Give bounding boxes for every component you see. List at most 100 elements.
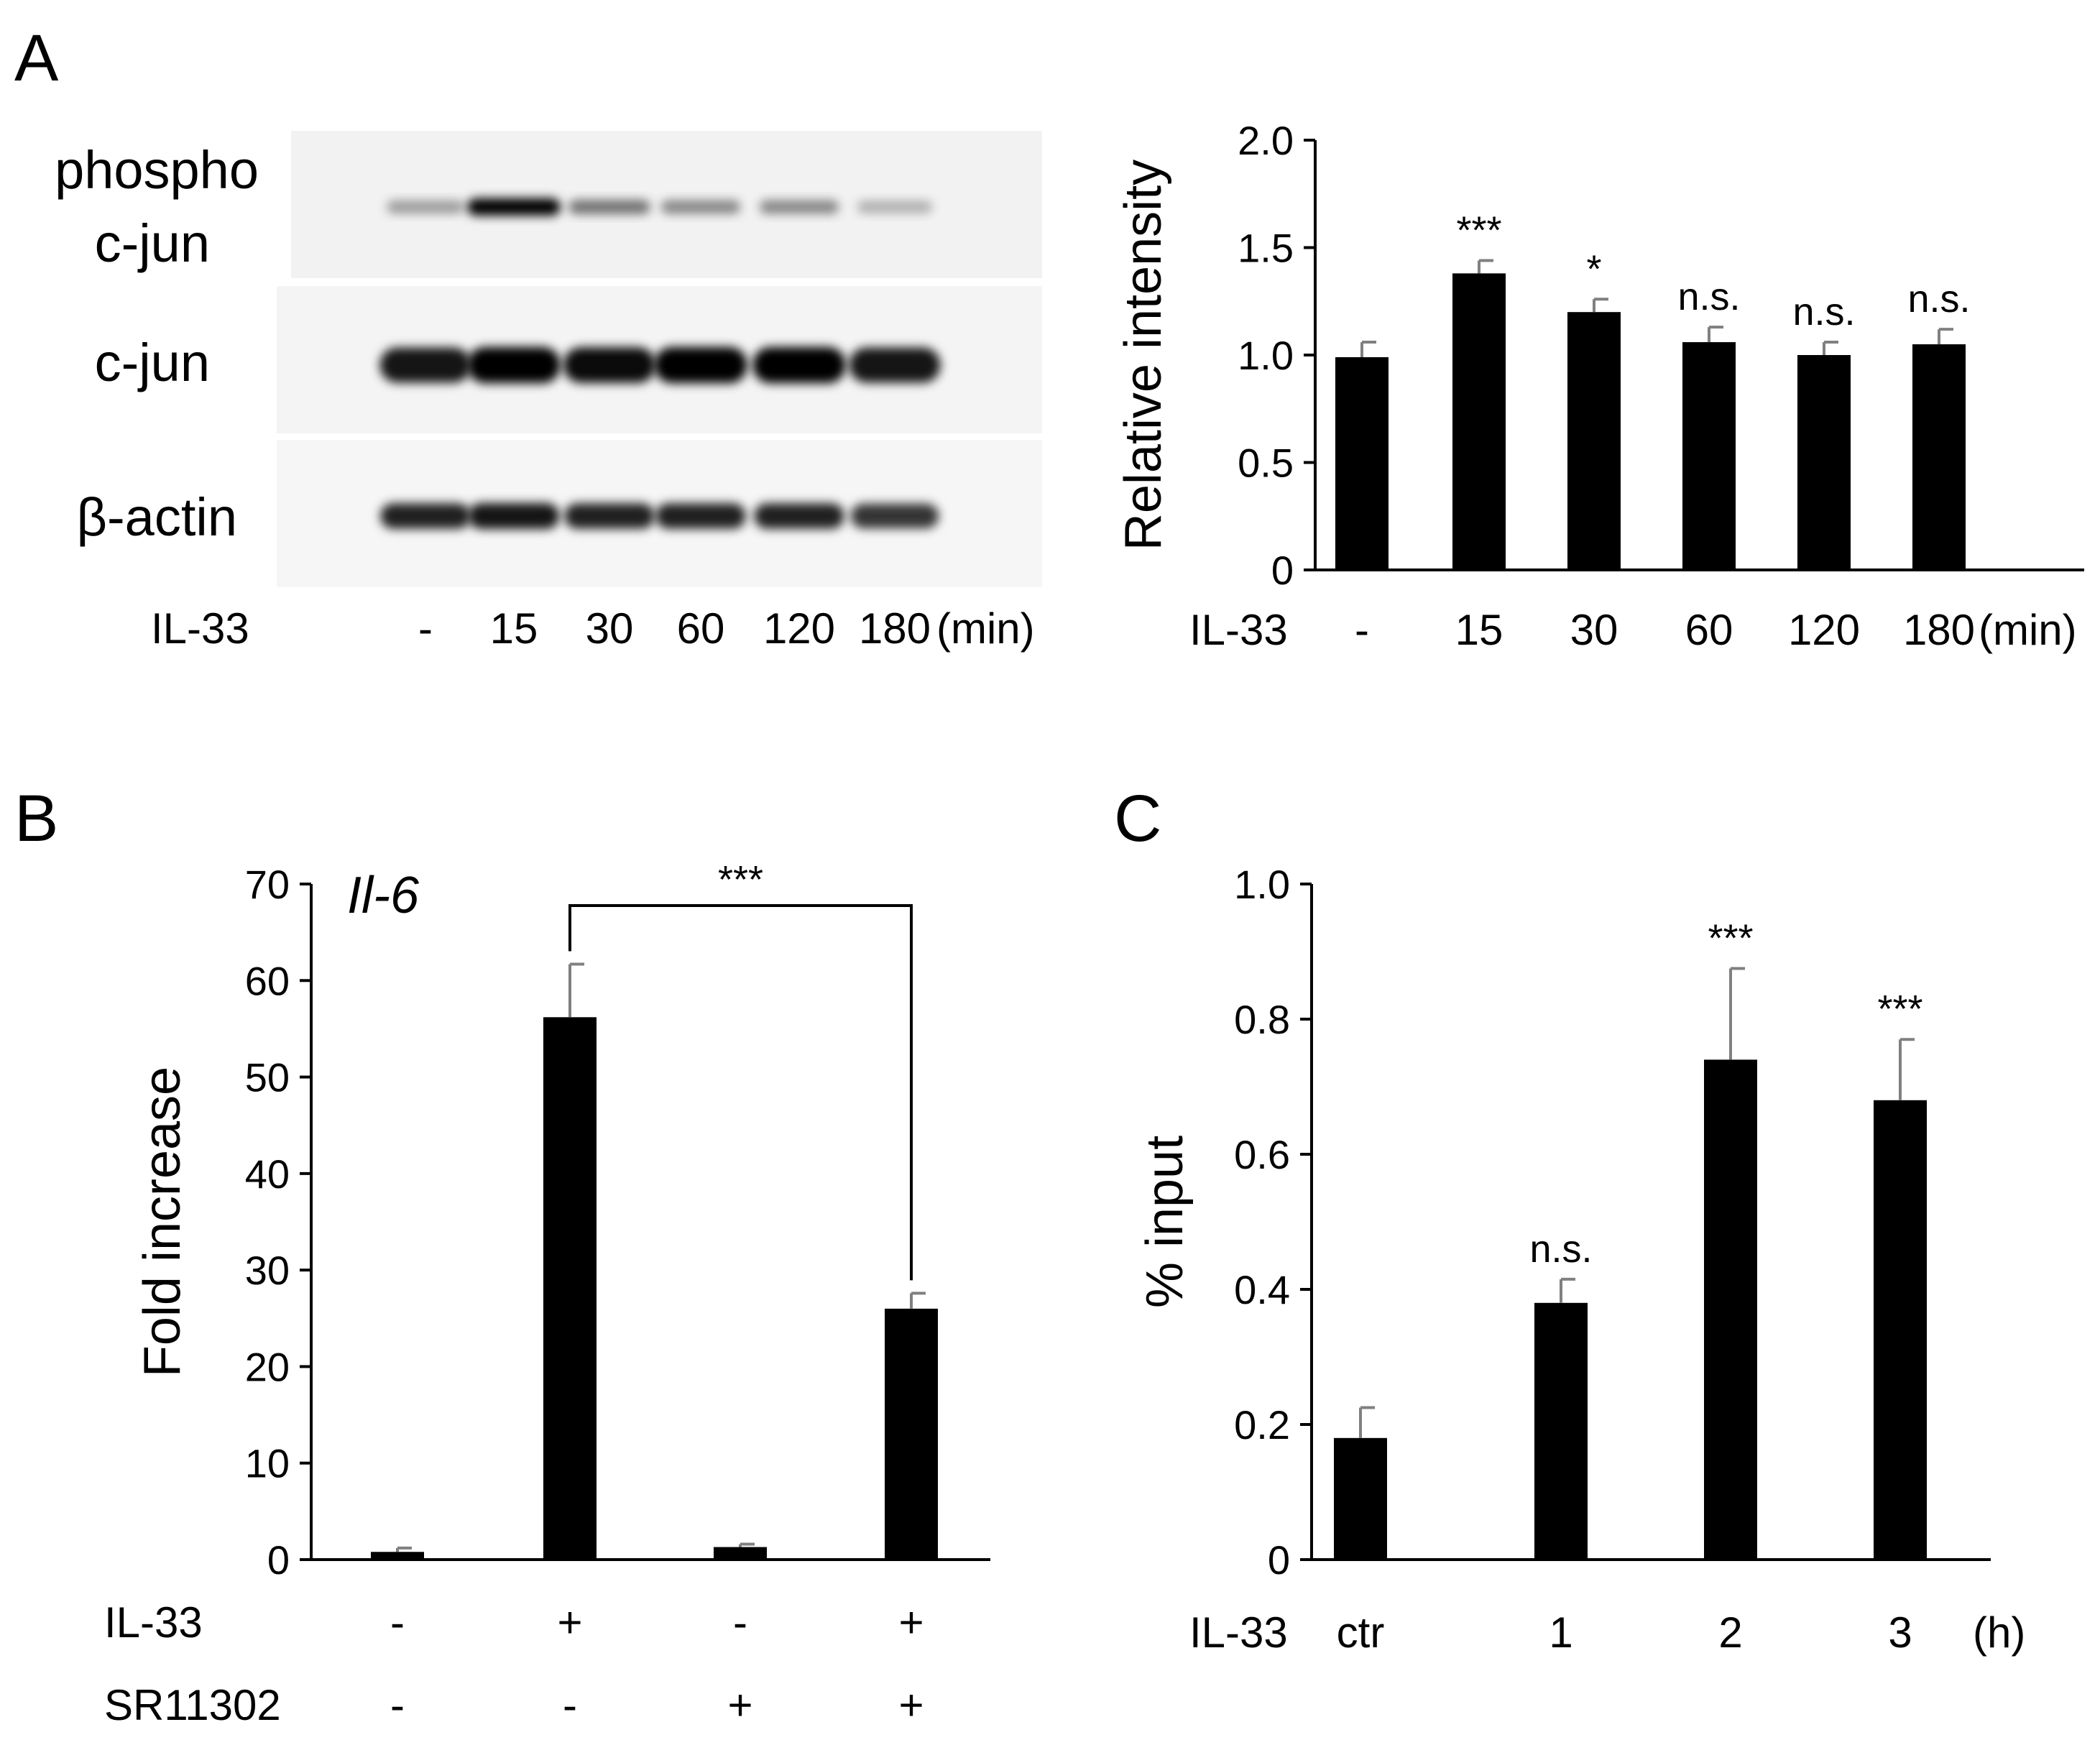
- y-axis-label: Relative intensity: [1115, 160, 1172, 551]
- y-tick-label: 30: [245, 1248, 290, 1293]
- bar: [1912, 344, 1966, 570]
- condition-value: -: [733, 1598, 747, 1647]
- y-tick-label: 0.5: [1238, 441, 1294, 486]
- condition-value: -: [1355, 606, 1369, 654]
- condition-row-label: SR11302: [104, 1681, 281, 1729]
- condition-value: 180: [1903, 606, 1975, 654]
- panel-letter-c: C: [1114, 782, 1161, 855]
- blot-band: [468, 502, 560, 530]
- y-tick-label: 1.5: [1238, 226, 1294, 271]
- condition-value: 60: [1685, 606, 1733, 654]
- blot-band: [850, 503, 939, 529]
- bar: [1704, 1059, 1757, 1560]
- condition-unit: (h): [1973, 1608, 2025, 1657]
- y-tick-label: 50: [245, 1055, 290, 1100]
- western-blot: phospho c-jun c-jun β-actin IL-33 - 15 3…: [55, 131, 1042, 653]
- condition-value: 15: [1455, 606, 1503, 654]
- blot-band: [467, 198, 561, 216]
- condition-value: +: [557, 1598, 582, 1647]
- condition-value: 2: [1718, 1608, 1742, 1657]
- y-tick-label: 0.8: [1234, 997, 1290, 1042]
- condition-row-label: IL-33: [104, 1598, 203, 1647]
- y-tick-label: 0.2: [1234, 1402, 1290, 1447]
- y-tick-label: 0.4: [1234, 1267, 1290, 1312]
- panel-letter-b: B: [14, 782, 58, 855]
- significance-label: ***: [1877, 988, 1922, 1031]
- condition-row-label: IL-33: [1189, 1608, 1288, 1657]
- blot-band: [387, 200, 464, 214]
- significance-label: *: [1586, 247, 1601, 290]
- bracket-significance-label: ***: [718, 858, 763, 901]
- y-axis-label: % input: [1136, 1136, 1194, 1308]
- blot-band: [752, 346, 846, 384]
- blot-band: [849, 347, 941, 383]
- y-tick-label: 40: [245, 1151, 290, 1197]
- bar: [543, 1017, 597, 1560]
- y-tick-label: 10: [245, 1441, 290, 1486]
- blot-band: [759, 200, 839, 214]
- blot-band: [654, 346, 747, 384]
- condition-value: +: [898, 1681, 924, 1729]
- blot-band: [655, 503, 746, 529]
- blot-band: [563, 347, 656, 383]
- blot-lane-label: 30: [586, 604, 634, 653]
- bar: [371, 1552, 424, 1560]
- bar: [1682, 342, 1736, 570]
- bar: [1534, 1302, 1588, 1560]
- condition-value: 120: [1788, 606, 1860, 654]
- y-tick-label: 0: [1268, 1537, 1290, 1583]
- blot-band: [660, 200, 741, 214]
- blot-label-beta-actin: β-actin: [76, 487, 237, 547]
- chart-title: Il-6: [347, 867, 420, 924]
- blot-lane-label: 180: [859, 604, 931, 653]
- y-tick-label: 0.6: [1234, 1132, 1290, 1177]
- blot-band: [857, 201, 933, 213]
- bar: [1452, 273, 1506, 570]
- significance-label: n.s.: [1677, 275, 1740, 318]
- blot-label-c-jun: c-jun: [95, 333, 210, 392]
- bar: [1334, 1437, 1387, 1560]
- blot-lane-label: 60: [677, 604, 725, 653]
- chart-b: 0 10 20 30 40 50 60 70 Fold increase Il-6 *** IL-33…: [104, 858, 990, 1729]
- bar: [1874, 1100, 1927, 1560]
- blot-band: [564, 503, 655, 529]
- blot-band: [379, 347, 471, 383]
- y-tick-label: 20: [245, 1344, 290, 1389]
- condition-value: 30: [1570, 606, 1618, 654]
- condition-value: -: [390, 1681, 405, 1729]
- blot-condition-label: IL-33: [151, 604, 249, 653]
- blot-band: [380, 503, 471, 529]
- condition-value: 1: [1549, 1608, 1572, 1657]
- panel-letter-a: A: [14, 22, 59, 95]
- condition-unit: (min): [1979, 606, 2077, 654]
- blot-lane-label: 120: [763, 604, 835, 653]
- significance-label: n.s.: [1907, 277, 1970, 321]
- y-tick-label: 70: [245, 862, 290, 907]
- condition-value: 3: [1888, 1608, 1912, 1657]
- blot-band: [568, 200, 650, 214]
- blot-unit-label: (min): [936, 604, 1035, 653]
- bar: [1335, 356, 1389, 570]
- blot-lane-label: -: [418, 604, 433, 653]
- blot-lane-label: 15: [490, 604, 538, 653]
- significance-label: n.s.: [1529, 1228, 1592, 1271]
- bar: [1797, 355, 1851, 570]
- blot-label-c-jun-phospho: c-jun: [95, 213, 210, 273]
- significance-bracket: [568, 904, 913, 1281]
- condition-value: +: [727, 1681, 752, 1729]
- chart-c: 0 0.2 0.4 0.6 0.8 1.0 % input n.s. *** *** IL-33 ct…: [1136, 862, 2025, 1657]
- significance-label: ***: [1456, 208, 1501, 252]
- blot-band: [754, 503, 844, 529]
- y-tick-label: 0: [267, 1537, 290, 1583]
- y-tick-label: 1.0: [1234, 862, 1290, 907]
- condition-value: ctr: [1337, 1608, 1385, 1657]
- y-tick-label: 0: [1271, 548, 1294, 593]
- condition-value: -: [390, 1598, 405, 1647]
- bar: [714, 1547, 767, 1560]
- blot-label-phospho: phospho: [55, 140, 259, 200]
- y-axis-label: Fold increase: [134, 1067, 191, 1377]
- condition-value: +: [898, 1598, 924, 1647]
- y-tick-label: 1.0: [1238, 333, 1294, 378]
